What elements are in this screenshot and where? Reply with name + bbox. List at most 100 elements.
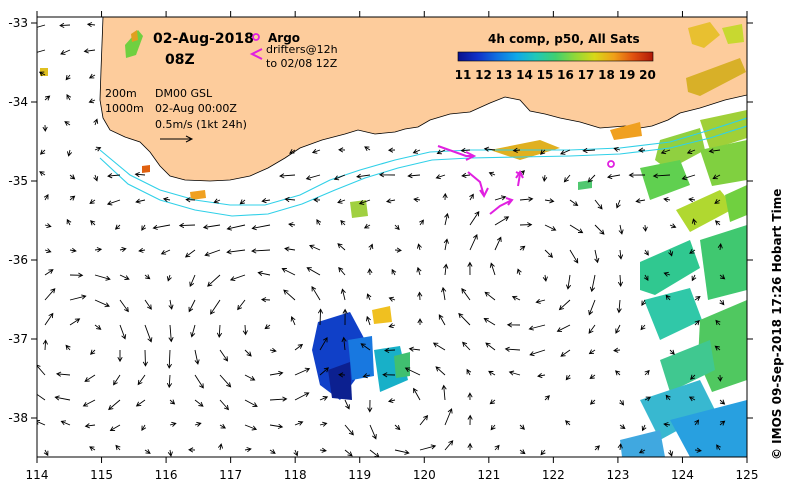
current-arrow [166, 349, 172, 369]
current-arrow [89, 199, 96, 204]
current-arrow [613, 146, 621, 152]
current-arrow [506, 322, 521, 328]
current-arrow [86, 22, 96, 28]
current-arrow [665, 394, 671, 401]
current-arrow [719, 274, 726, 280]
isobath-1000m [99, 125, 747, 217]
current-arrow [39, 149, 46, 155]
current-arrow [466, 368, 472, 376]
current-arrow [188, 299, 196, 313]
current-arrow [438, 314, 446, 326]
current-arrow [563, 174, 571, 183]
current-arrow [137, 374, 146, 386]
current-arrow [404, 367, 421, 376]
current-arrow [444, 408, 453, 426]
current-arrow [244, 447, 252, 453]
current-arrow [565, 274, 572, 290]
current-arrow [644, 249, 649, 256]
current-arrow [638, 448, 646, 454]
current-arrow [69, 174, 76, 180]
argo-legend-icon [252, 33, 260, 41]
current-arrow [185, 197, 196, 203]
current-arrow [84, 374, 96, 382]
current-arrow [194, 374, 204, 389]
current-arrow [394, 424, 401, 431]
current-arrow [338, 372, 346, 378]
current-arrow [319, 447, 327, 453]
current-arrow [64, 121, 71, 126]
current-arrow [587, 174, 596, 183]
current-arrow [488, 171, 496, 177]
x-tick-label: 122 [542, 468, 565, 482]
current-arrow [544, 249, 554, 258]
current-arrow [38, 71, 46, 77]
current-arrow [88, 73, 96, 79]
current-arrow [528, 324, 546, 331]
current-arrow [443, 263, 449, 276]
current-arrow [244, 374, 256, 381]
current-arrow [540, 449, 546, 456]
current-arrow [117, 350, 123, 363]
current-arrow [413, 387, 421, 401]
current-arrow [219, 374, 232, 388]
current-arrow [569, 249, 579, 264]
current-arrow [519, 449, 526, 455]
current-arrow [66, 93, 72, 101]
current-arrow [413, 197, 421, 203]
current-arrow [458, 312, 471, 326]
current-arrow [442, 192, 448, 201]
map-date: 02-Aug-2018 [153, 31, 254, 47]
current-arrow [366, 293, 372, 301]
current-arrow [461, 288, 471, 301]
current-arrow [305, 174, 321, 181]
current-arrow [69, 272, 84, 278]
colorbar-tick-label: 13 [496, 68, 513, 82]
current-arrow [82, 399, 96, 407]
current-arrow [134, 171, 146, 178]
current-arrow [144, 449, 151, 454]
current-arrow [66, 218, 72, 226]
current-arrow [344, 424, 354, 436]
current-arrow [42, 339, 49, 351]
current-arrow [219, 423, 227, 429]
current-arrow [689, 248, 696, 254]
current-arrow [261, 198, 271, 204]
current-arrow [142, 349, 148, 367]
current-arrow [519, 222, 533, 228]
argo-float-marker [607, 160, 615, 168]
current-arrow [94, 299, 110, 308]
current-arrow [460, 147, 471, 154]
current-arrow [135, 198, 146, 204]
current-arrow [542, 174, 548, 182]
current-arrow [619, 399, 625, 406]
current-arrow [44, 269, 54, 276]
current-arrow [244, 399, 258, 407]
current-arrow [408, 346, 421, 352]
current-arrow [588, 324, 596, 334]
current-arrow [441, 384, 447, 401]
y-tick-label: -36 [8, 253, 28, 267]
current-arrow [461, 172, 471, 179]
current-arrow [640, 324, 646, 331]
current-arrow [309, 244, 321, 251]
current-arrow [251, 224, 271, 231]
current-arrow [391, 268, 397, 276]
current-arrow [44, 223, 52, 229]
product-label: DM00 GSL [155, 87, 213, 100]
current-arrow [313, 197, 321, 203]
current-arrow [279, 173, 296, 179]
current-arrow [407, 173, 421, 179]
current-arrow [341, 336, 347, 351]
current-arrow [660, 149, 671, 155]
current-arrow [691, 218, 697, 226]
current-arrow [618, 249, 624, 260]
current-arrow [365, 315, 371, 326]
current-arrow [617, 443, 623, 451]
x-tick-label: 119 [348, 468, 371, 482]
x-tick-label: 117 [219, 468, 242, 482]
current-arrow [60, 420, 71, 426]
current-arrow [417, 291, 423, 301]
current-arrow [643, 274, 649, 282]
scale-label: 0.5m/s (1kt 24h) [155, 118, 247, 131]
current-arrow [494, 444, 500, 451]
